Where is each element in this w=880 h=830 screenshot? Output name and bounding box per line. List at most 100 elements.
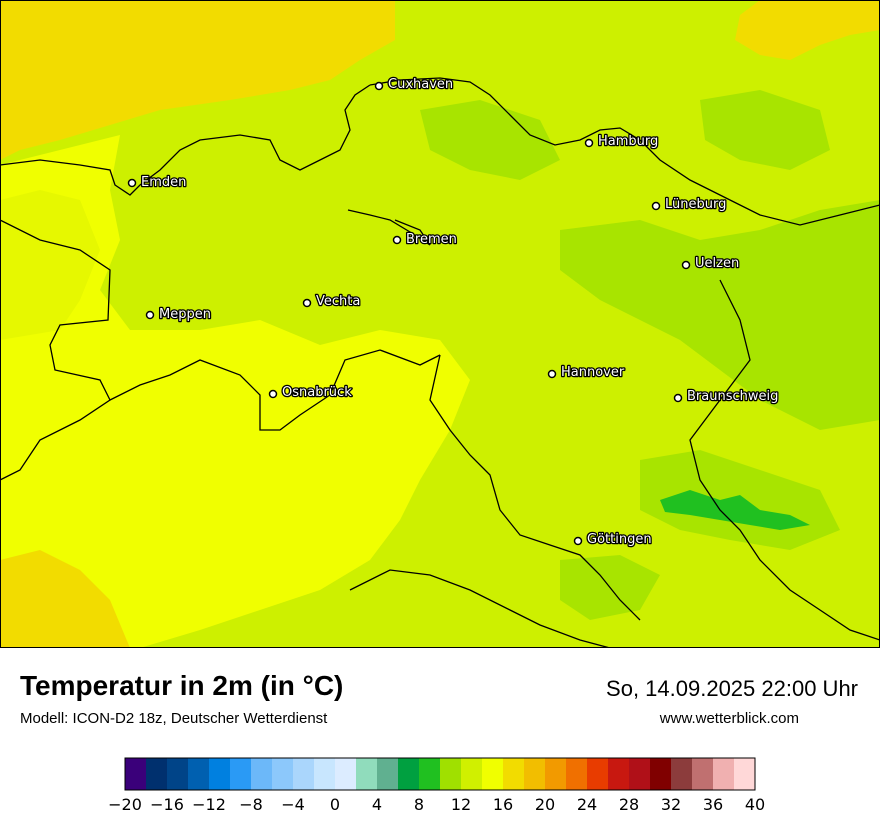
legend-swatch xyxy=(650,758,672,790)
cool-area-patch xyxy=(700,90,830,170)
city-label: Hamburg xyxy=(598,134,658,149)
city-hamburg: Hamburg xyxy=(584,133,660,150)
website-link[interactable]: www.wetterblick.com xyxy=(659,710,799,727)
border-east xyxy=(689,279,880,641)
legend-tick-label: 28 xyxy=(619,795,639,814)
footer: Temperatur in 2m (in °C) Modell: ICON-D2… xyxy=(0,648,880,830)
city-lueneburg: Lüneburg xyxy=(651,196,728,213)
legend-tick-label: 4 xyxy=(372,795,382,814)
city-braunschweig: Braunschweig xyxy=(673,388,780,405)
cool-area-east xyxy=(560,200,880,430)
legend-swatch xyxy=(440,758,462,790)
warm-band-central xyxy=(230,360,380,500)
border-netherlands xyxy=(0,219,111,481)
city-dot xyxy=(302,298,312,308)
city-hannover: Hannover xyxy=(547,364,626,381)
legend-tick-label: −20 xyxy=(108,795,142,814)
sea-warm-area xyxy=(0,0,395,160)
city-uelzen: Uelzen xyxy=(681,255,740,272)
legend-tick-label: 32 xyxy=(661,795,681,814)
legend-tick-label: 8 xyxy=(414,795,424,814)
legend-swatch xyxy=(356,758,378,790)
city-label: Meppen xyxy=(159,307,211,322)
city-dot xyxy=(547,369,557,379)
legend-swatch xyxy=(251,758,273,790)
legend-swatch xyxy=(419,758,441,790)
city-dot xyxy=(651,201,661,211)
legend-tick-label: 36 xyxy=(703,795,723,814)
city-label: Osnabrück xyxy=(282,385,352,400)
city-label: Lüneburg xyxy=(665,197,726,212)
legend-swatch xyxy=(734,758,756,790)
legend-swatch xyxy=(545,758,567,790)
legend-ticks: −20 −16 −12 −8 −4 0 4 8 12 16 20 24 28 32 36 40 xyxy=(108,795,765,814)
map-title: Temperatur in 2m (in °C) xyxy=(20,670,344,701)
legend-swatch xyxy=(167,758,189,790)
legend-tick-label: 40 xyxy=(745,795,765,814)
legend-swatches xyxy=(124,757,756,791)
legend-swatch xyxy=(209,758,231,790)
legend-swatch xyxy=(482,758,504,790)
borders xyxy=(0,77,880,648)
legend-swatch xyxy=(230,758,252,790)
city-label: Hannover xyxy=(561,365,625,380)
city-markers: Cuxhaven Hamburg Emden Lüneburg Bremen U… xyxy=(127,76,780,548)
city-label: Göttingen xyxy=(587,532,652,547)
elbe-estuary xyxy=(369,77,880,226)
legend-swatch xyxy=(188,758,210,790)
sea-warm-sw xyxy=(0,550,130,648)
city-dot xyxy=(127,178,137,188)
legend-swatch xyxy=(146,758,168,790)
city-label: Cuxhaven xyxy=(388,77,453,92)
legend-swatch xyxy=(125,758,147,790)
legend-swatch xyxy=(293,758,315,790)
temperature-map: Cuxhaven Hamburg Emden Lüneburg Bremen U… xyxy=(0,0,880,648)
legend-tick-label: −8 xyxy=(239,795,263,814)
city-label: Uelzen xyxy=(695,256,739,271)
border-nrw xyxy=(109,349,441,431)
city-osnabrueck: Osnabrück xyxy=(268,384,353,401)
city-label: Emden xyxy=(141,175,186,190)
legend-swatch xyxy=(377,758,399,790)
color-legend: −20 −16 −12 −8 −4 0 4 8 12 16 20 24 28 32 36 40 xyxy=(108,757,765,814)
map-subtitle: Modell: ICON-D2 18z, Deutscher Wetterdie… xyxy=(20,710,328,727)
legend-swatch xyxy=(671,758,693,790)
city-dot xyxy=(573,536,583,546)
legend-swatch xyxy=(398,758,420,790)
coastline-west xyxy=(0,84,371,196)
city-dot xyxy=(392,235,402,245)
legend-tick-label: −4 xyxy=(281,795,305,814)
legend-swatch xyxy=(524,758,546,790)
city-cuxhaven: Cuxhaven xyxy=(374,76,454,93)
legend-swatch xyxy=(587,758,609,790)
legend-swatch xyxy=(713,758,735,790)
cool-area-hamburg xyxy=(420,100,560,180)
legend-swatch xyxy=(314,758,336,790)
legend-swatch xyxy=(608,758,630,790)
city-dot xyxy=(673,393,683,403)
weser-estuary xyxy=(347,209,431,246)
legend-tick-label: 20 xyxy=(535,795,555,814)
city-meppen: Meppen xyxy=(145,306,212,323)
legend-tick-label: 0 xyxy=(330,795,340,814)
city-bremen: Bremen xyxy=(392,231,458,248)
city-dot xyxy=(145,310,155,320)
legend-swatch xyxy=(629,758,651,790)
legend-tick-label: −16 xyxy=(150,795,184,814)
city-dot xyxy=(681,260,691,270)
legend-tick-label: 12 xyxy=(451,795,471,814)
cold-spot-harz xyxy=(660,490,810,530)
warm-band-inner xyxy=(0,190,100,340)
city-dot xyxy=(374,81,384,91)
city-emden: Emden xyxy=(127,174,188,191)
city-vechta: Vechta xyxy=(302,293,362,310)
legend-tick-label: −12 xyxy=(192,795,226,814)
legend-frame xyxy=(124,757,756,791)
city-label: Braunschweig xyxy=(687,389,778,404)
city-label: Vechta xyxy=(316,294,360,309)
legend-tick-label: 24 xyxy=(577,795,597,814)
city-dot xyxy=(268,389,278,399)
legend-tick-label: 16 xyxy=(493,795,513,814)
border-south xyxy=(429,354,641,621)
legend-swatch xyxy=(566,758,588,790)
